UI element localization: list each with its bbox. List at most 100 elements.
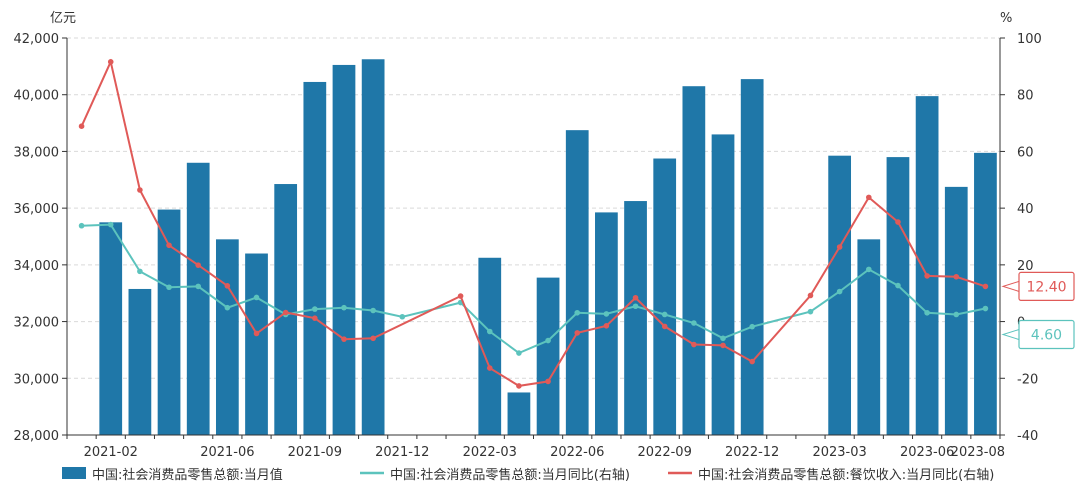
series-line	[81, 223, 986, 355]
data-point	[720, 335, 726, 342]
left-tick-label: 32,000	[14, 316, 60, 331]
end-labels: 4.60 12.40	[1001, 271, 1075, 350]
bar	[507, 392, 531, 435]
legend: 中国:社会消费品零售总额:当月值 中国:社会消费品零售总额:当月同比(右轴) 中国:…	[62, 467, 994, 483]
data-point	[486, 328, 493, 335]
data-point	[836, 244, 843, 250]
data-point	[632, 303, 639, 310]
data-point	[749, 358, 755, 365]
data-point	[253, 294, 260, 301]
data-point	[865, 266, 872, 273]
right-axis-unit: %	[1000, 11, 1012, 26]
axes: 28,000 30,000 32,000 34,000 36,000 38,000 40,0…	[14, 32, 1042, 460]
x-tick-label: 2023-03	[812, 445, 866, 460]
data-point	[312, 306, 318, 312]
end-label-pointer	[1001, 280, 1020, 293]
data-point	[895, 219, 901, 225]
bar-series	[99, 59, 997, 436]
right-tick-label: -20	[1017, 372, 1038, 387]
data-point	[807, 292, 814, 299]
data-point	[195, 262, 202, 268]
data-point	[253, 330, 260, 337]
x-tick-label: 2022-06	[550, 445, 604, 460]
right-tick-label: 80	[1017, 89, 1034, 104]
right-tick-label: 40	[1017, 202, 1034, 217]
data-point	[282, 309, 289, 316]
data-point	[574, 309, 581, 316]
end-label-pointer	[1001, 328, 1020, 341]
bar	[624, 201, 647, 435]
data-point	[807, 308, 814, 315]
bar	[740, 79, 764, 435]
bar	[128, 288, 152, 435]
data-point	[982, 283, 989, 290]
x-tick-label: 2023-06	[900, 445, 954, 460]
bar	[857, 239, 881, 435]
right-tick-label: 20	[1017, 259, 1034, 274]
data-point	[341, 336, 347, 342]
bar	[99, 222, 123, 435]
end-label-text: 12.40	[1026, 279, 1066, 295]
data-point	[691, 341, 697, 348]
x-tick-label: 2021-09	[288, 445, 342, 460]
data-point	[312, 315, 318, 321]
data-point	[107, 59, 114, 65]
bar	[565, 130, 589, 436]
bar	[303, 81, 327, 435]
legend-label: 中国:社会消费品零售总额:餐饮收入:当月同比(右轴)	[698, 467, 994, 483]
data-point	[224, 304, 231, 311]
data-point	[720, 342, 726, 349]
legend-swatch-bar	[62, 467, 86, 479]
left-tick-label: 34,000	[14, 259, 60, 274]
data-point	[166, 242, 172, 249]
x-tick-label: 2021-02	[84, 445, 138, 460]
left-tick-label: 28,000	[14, 429, 60, 444]
x-tick-label: 2021-06	[200, 445, 254, 460]
left-tick-label: 42,000	[14, 32, 60, 47]
data-point	[516, 350, 522, 356]
data-point	[661, 311, 668, 318]
bar	[215, 239, 239, 435]
data-point	[574, 330, 581, 336]
legend-label: 中国:社会消费品零售总额:当月值	[92, 467, 283, 483]
bar	[974, 152, 997, 435]
data-point	[924, 309, 930, 316]
data-point	[924, 273, 930, 279]
data-point	[982, 305, 989, 312]
data-point	[107, 221, 114, 228]
data-point	[836, 288, 843, 295]
x-tick-label: 2022-12	[725, 445, 779, 460]
right-tick-label: 100	[1017, 32, 1042, 47]
bar	[828, 155, 852, 436]
data-point	[632, 294, 639, 301]
bar	[361, 59, 385, 436]
data-point	[661, 323, 668, 330]
bar	[653, 158, 677, 435]
bar	[274, 184, 298, 435]
left-tick-label: 30,000	[14, 372, 60, 387]
bar	[186, 162, 210, 435]
data-point	[399, 313, 406, 320]
bar	[915, 96, 939, 435]
bar	[711, 134, 735, 435]
data-point	[137, 187, 143, 193]
left-tick-label: 40,000	[14, 89, 60, 104]
data-point	[457, 293, 464, 299]
end-label-text: 4.60	[1031, 328, 1062, 344]
x-tick-label: 2023-08	[951, 445, 1005, 460]
data-point	[341, 304, 347, 311]
data-point	[78, 123, 85, 129]
data-point	[691, 320, 697, 326]
data-point	[603, 311, 610, 317]
data-point	[545, 378, 551, 385]
bar	[157, 209, 181, 435]
x-tick-label: 2022-09	[638, 445, 692, 460]
bar	[886, 157, 910, 435]
data-point	[370, 307, 376, 314]
right-tick-label: -40	[1017, 429, 1038, 444]
data-point	[137, 268, 143, 275]
x-tick-label: 2022-03	[463, 445, 517, 460]
data-point	[370, 335, 376, 342]
bar	[332, 64, 356, 436]
